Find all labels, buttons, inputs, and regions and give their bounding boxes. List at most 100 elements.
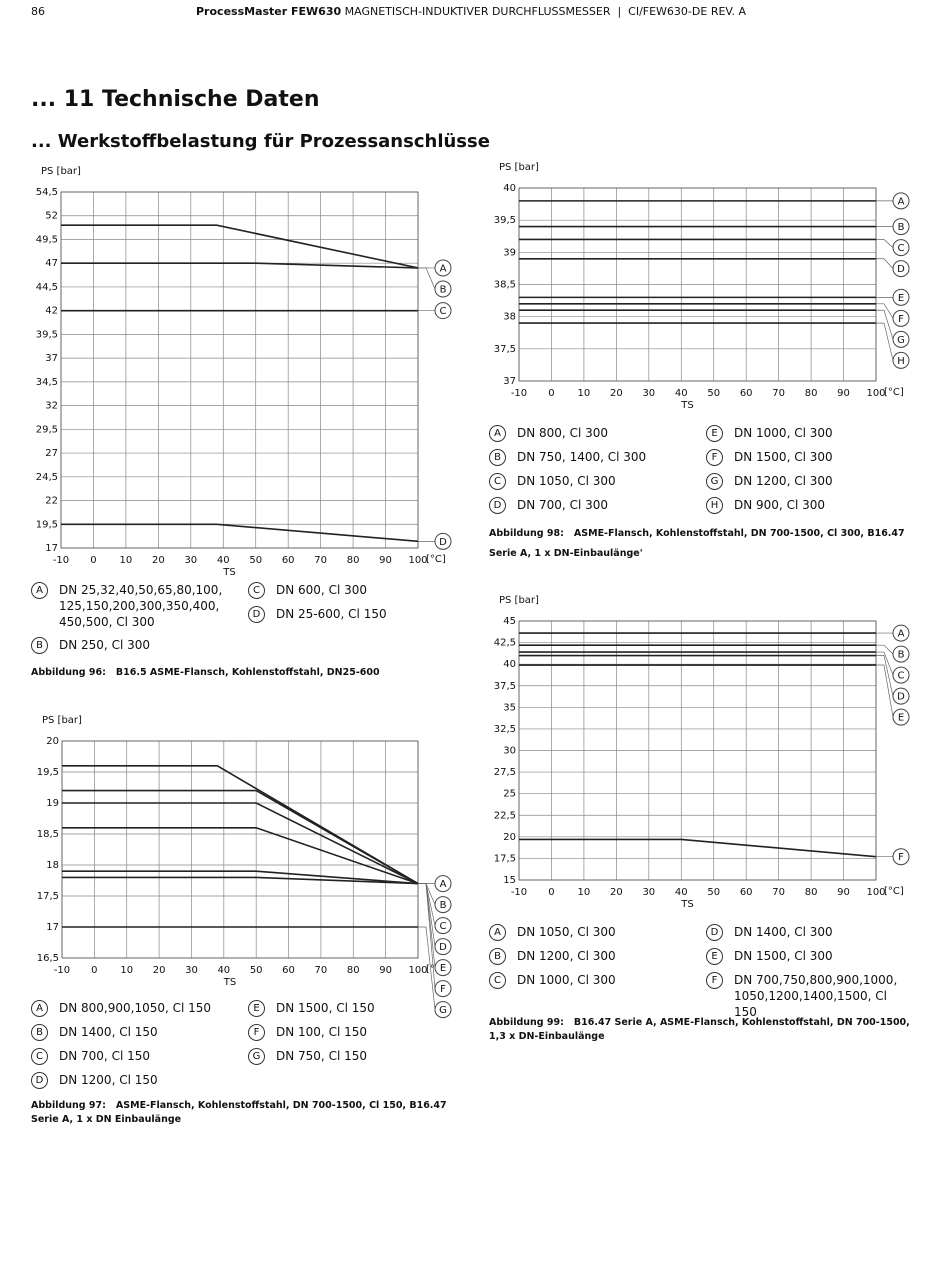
series-label: D <box>897 692 905 703</box>
label-circle <box>892 288 910 306</box>
y-tick-label: 19,5 <box>36 519 58 530</box>
x-tick-label: 70 <box>314 555 327 566</box>
legend-text: DN 250, Cl 300 <box>59 638 150 652</box>
x-tick-label: 0 <box>548 887 554 898</box>
y-tick-label: 17,5 <box>494 853 516 864</box>
legend-letter: B <box>489 449 506 466</box>
y-tick-label: 34,5 <box>36 377 58 388</box>
y-tick-label: 20 <box>503 832 516 843</box>
series-label: H <box>897 356 905 367</box>
legend-item: A DN 1050, Cl 300 <box>489 924 706 941</box>
legend-item: D DN 700, Cl 300 <box>489 497 706 514</box>
y-tick-label: 32 <box>45 401 58 412</box>
label-circle <box>892 192 910 210</box>
caption-text: B16.5 ASME-Flansch, Kohlenstoffstahl, DN… <box>115 667 380 678</box>
x-tick-label: -10 <box>511 887 527 898</box>
series-label: A <box>440 879 447 890</box>
legend-letter: C <box>489 473 506 490</box>
legend-text: DN 800, Cl 300 <box>517 426 608 440</box>
caption-number: Abbildung 98: <box>489 528 564 539</box>
y-axis-label: PS [bar] <box>499 162 539 173</box>
legend-text: DN 800,900,1050, Cl 150 <box>59 1001 212 1015</box>
x-tick-label: 40 <box>217 965 230 976</box>
legend-letter: E <box>706 948 723 965</box>
x-tick-label: 10 <box>578 388 591 399</box>
legend-column: A DN 800, Cl 300 B DN 750, 1400, Cl 300 C DN … <box>489 425 706 521</box>
leader-line <box>876 258 894 269</box>
y-tick-label: 20 <box>46 736 59 747</box>
legend-letter: D <box>248 606 265 623</box>
legend-column: E DN 1000, Cl 300 F DN 1500, Cl 300 G DN 1200… <box>706 425 923 521</box>
y-tick-label: 42,5 <box>494 638 516 649</box>
legend-text: DN 1200, Cl 150 <box>59 1073 158 1087</box>
x-tick-label: 100 <box>866 388 885 399</box>
legend-letter: A <box>31 582 48 599</box>
leader-line <box>876 239 894 248</box>
caption: Abbildung 98: ASME-Flansch, Kohlenstoffst… <box>489 524 919 564</box>
x-tick-label: 80 <box>805 388 818 399</box>
y-tick-label: 39,5 <box>494 215 516 226</box>
series-label: B <box>440 284 447 295</box>
x-unit: [°C] <box>884 886 904 897</box>
legend-text: DN 900, Cl 300 <box>734 498 825 512</box>
legend-text: DN 25,32,40,50,65,80,100, 125,150,200,30… <box>59 583 223 629</box>
label-circle <box>892 848 910 866</box>
x-tick-label: 10 <box>578 887 591 898</box>
legend-column: D DN 1400, Cl 300 E DN 1500, Cl 300 F DN 700,… <box>706 924 923 1027</box>
legend-letter: B <box>31 1024 48 1041</box>
legend-text: DN 750, Cl 150 <box>276 1049 367 1063</box>
label-circle <box>892 218 910 236</box>
y-tick-label: 39,5 <box>36 329 58 340</box>
x-tick-label: 80 <box>347 965 360 976</box>
leader-line <box>418 926 436 1010</box>
legend-column: C DN 600, Cl 300 D DN 25-600, Cl 150 <box>248 582 465 661</box>
y-tick-label: 38,5 <box>494 280 516 291</box>
leader-line <box>876 655 894 697</box>
legend-letter: D <box>706 924 723 941</box>
label-circle <box>892 624 910 642</box>
x-tick-label: -10 <box>54 965 70 976</box>
x-axis-label: TS <box>680 400 693 411</box>
legend-item: B DN 1200, Cl 300 <box>489 948 706 965</box>
legend-text: DN 1200, Cl 300 <box>734 474 833 488</box>
label-circle <box>892 309 910 327</box>
leader-line <box>876 322 894 361</box>
x-tick-label: -10 <box>511 388 527 399</box>
legend-text: DN 700, Cl 150 <box>59 1049 150 1063</box>
x-tick-label: 10 <box>120 965 133 976</box>
label-circle <box>434 959 452 977</box>
y-tick-label: 25 <box>503 789 516 800</box>
series-label: E <box>440 963 446 974</box>
legend: A DN 25,32,40,50,65,80,100, 125,150,200,3… <box>31 582 465 661</box>
legend-item: C DN 1000, Cl 300 <box>489 972 706 989</box>
legend-letter: C <box>489 972 506 989</box>
plot-frame <box>518 187 877 382</box>
x-tick-label: -10 <box>53 555 69 566</box>
y-tick-label: 54,5 <box>36 187 58 198</box>
leader-line <box>418 267 436 290</box>
x-tick-label: 0 <box>91 965 97 976</box>
series-label: C <box>898 243 905 254</box>
leader-line <box>876 664 894 718</box>
x-tick-label: 20 <box>610 887 623 898</box>
plot-frame <box>518 620 877 881</box>
heading: ... 11 Technische Daten <box>31 87 320 112</box>
series-label: C <box>440 921 447 932</box>
legend-letter: G <box>706 473 723 490</box>
x-tick-label: 10 <box>120 555 133 566</box>
y-axis-label: PS [bar] <box>41 166 81 177</box>
x-tick-label: 40 <box>217 555 230 566</box>
x-tick-label: 0 <box>548 388 554 399</box>
label-circle <box>434 1001 452 1019</box>
legend-letter: A <box>31 1000 48 1017</box>
leader-line <box>876 651 894 676</box>
x-axis-label: TS <box>222 567 235 578</box>
legend-text: DN 25-600, Cl 150 <box>276 607 387 621</box>
legend-text: DN 1500, Cl 300 <box>734 450 833 464</box>
legend-letter: C <box>31 1048 48 1065</box>
legend-text: DN 1400, Cl 150 <box>59 1025 158 1039</box>
series-label: D <box>897 264 905 275</box>
legend-letter: B <box>489 948 506 965</box>
legend-letter: H <box>706 497 723 514</box>
